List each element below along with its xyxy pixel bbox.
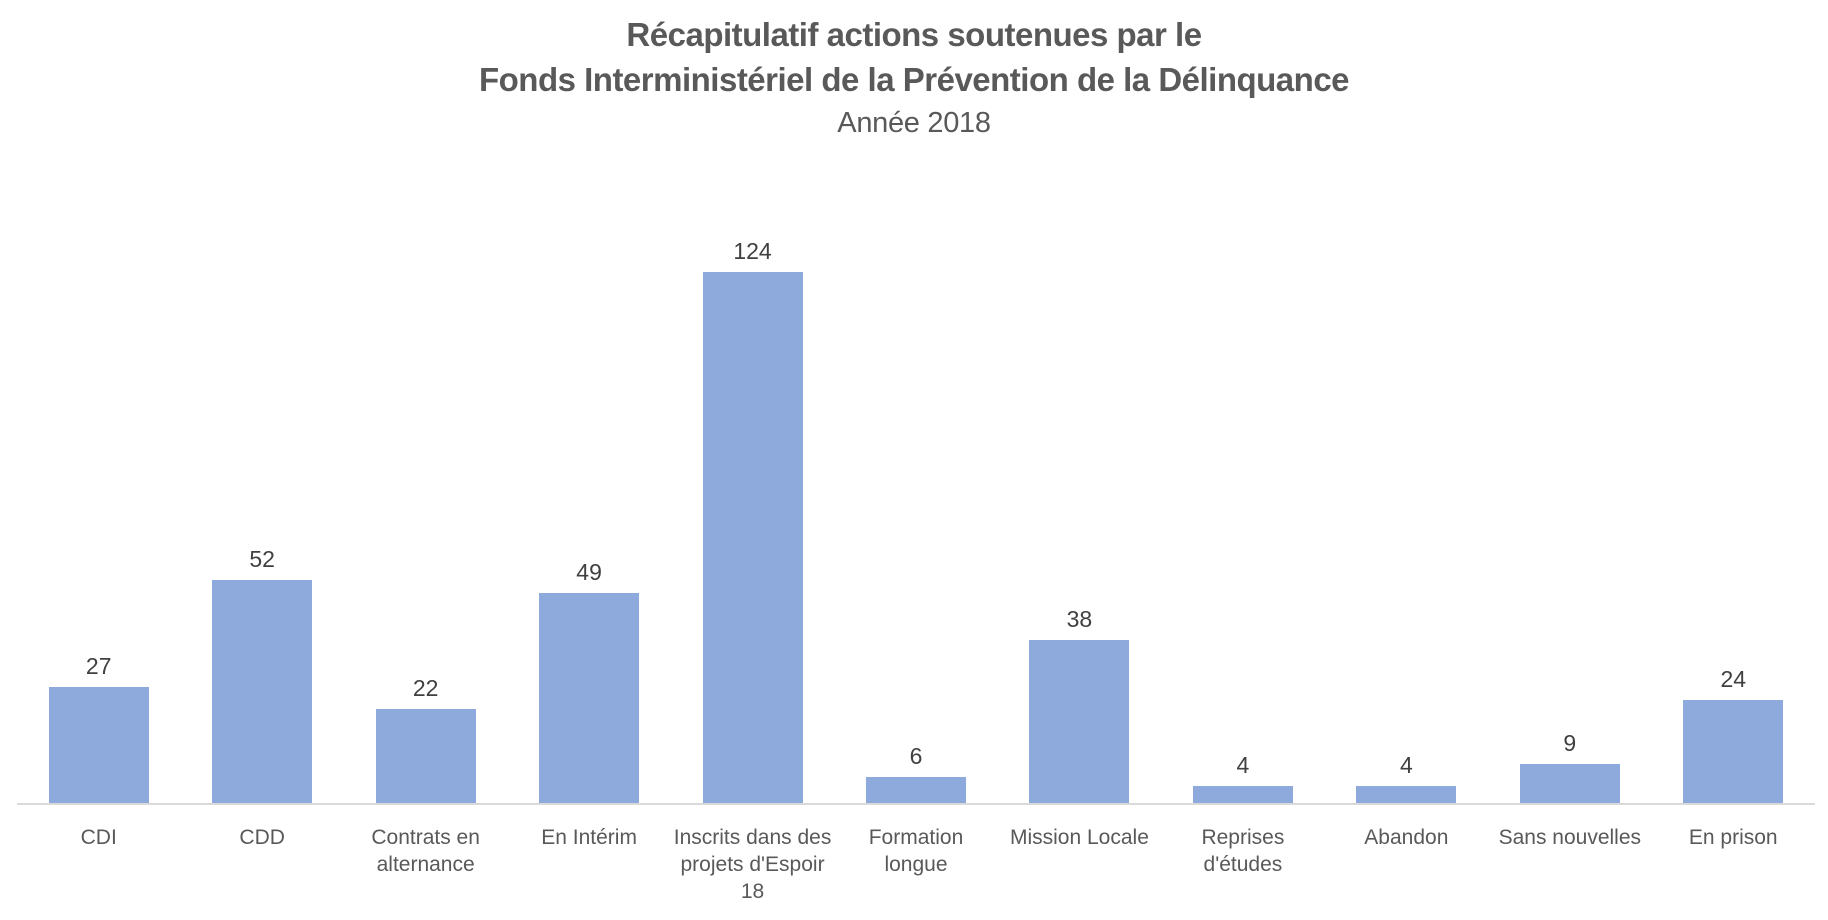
x-axis-tick-label: Contrats en alternance (371, 826, 480, 876)
bar (1683, 700, 1784, 803)
bar-value-label: 4 (1236, 752, 1250, 778)
bar-column: 4 (1161, 270, 1324, 803)
bar-column: 4 (1325, 270, 1488, 803)
x-axis-tick-label: Abandon (1364, 826, 1449, 849)
bar-value-label: 38 (1066, 606, 1093, 632)
bar (48, 687, 149, 803)
x-axis-tick-label: Formation longue (868, 826, 964, 876)
x-axis-tick-label: Inscrits dans des projets d'Espoir 18 (673, 826, 832, 903)
chart-title-line-2: Fonds Interministériel de la Prévention … (478, 61, 1350, 98)
bar-value-label: 4 (1399, 752, 1413, 778)
bar-value-label: 9 (1563, 730, 1577, 756)
bar (1356, 786, 1457, 803)
bar-value-label: 124 (733, 238, 772, 264)
bar-value-label: 24 (1720, 666, 1747, 692)
bar-value-label: 52 (249, 546, 275, 572)
bar-column: 49 (507, 270, 670, 803)
x-axis-tick-label: CDD (239, 826, 285, 849)
bar (375, 709, 476, 803)
x-axis-tick-label: CDI (80, 826, 117, 849)
bar-column: 22 (344, 270, 507, 803)
bar (1192, 786, 1293, 803)
x-axis-tick-label: Reprises d'études (1201, 826, 1285, 876)
bar-column: 52 (180, 270, 343, 803)
x-axis-tick-label: En Intérim (541, 826, 637, 849)
bar-column: 9 (1488, 270, 1651, 803)
x-axis-line (17, 803, 1815, 805)
bars-row: 27 52 22 49 124 6 38 4 4 9 24 (17, 240, 1815, 803)
x-axis-tick-label: Sans nouvelles (1498, 826, 1642, 849)
chart-title-line-1: Récapitulatif actions soutenues par le (626, 16, 1202, 53)
bar-column: 27 (17, 270, 180, 803)
bar-value-label: 22 (412, 675, 439, 701)
x-axis-labels-row: CDI CDD Contrats en alternance En Intérim In… (17, 824, 1815, 905)
bar-value-label: 49 (576, 559, 602, 585)
bar (539, 593, 640, 803)
bar-column: 6 (834, 270, 997, 803)
bar-value-label: 6 (909, 743, 923, 769)
bar-column: 124 (671, 240, 834, 803)
chart-subtitle: Année 2018 (837, 107, 991, 139)
bar-column: 38 (998, 270, 1161, 803)
x-axis-tick-label: Mission Locale (1009, 826, 1149, 849)
bar (212, 580, 313, 803)
bar-column: 24 (1652, 270, 1815, 803)
x-axis-tick-label: En prison (1688, 826, 1778, 849)
bar (1519, 764, 1620, 803)
chart-title-block: Récapitulatif actions soutenues par le F… (0, 12, 1828, 144)
bar (865, 777, 966, 803)
bar (702, 272, 803, 803)
bar (1029, 640, 1130, 803)
bar-value-label: 27 (85, 653, 112, 679)
